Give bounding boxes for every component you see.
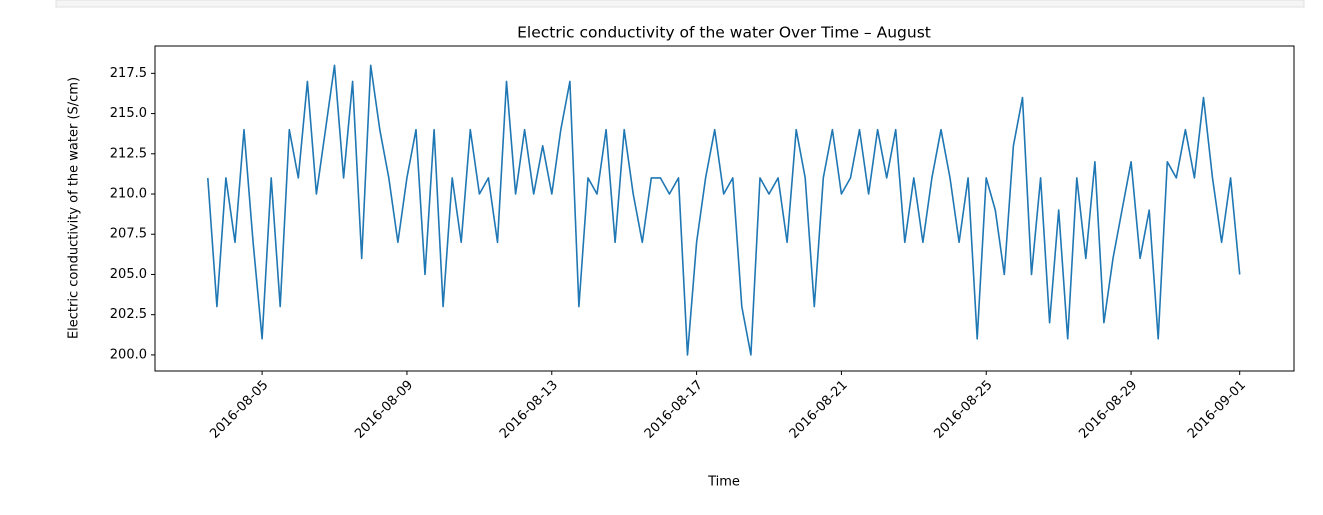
x-tick-label: 2016-09-01 [1185, 378, 1249, 442]
x-tick-label: 2016-08-29 [1076, 378, 1140, 442]
line-series [207, 64, 1241, 356]
y-tick-label: 205.0 [110, 267, 147, 282]
plot-frame [154, 45, 1295, 372]
y-tick-label: 212.5 [110, 146, 147, 161]
y-axis-label: Electric conductivity of the water (S/cm… [67, 77, 82, 339]
x-tick-label: 2016-08-09 [352, 378, 416, 442]
y-tick-label: 202.5 [110, 307, 147, 322]
x-axis-label: Time [707, 475, 740, 490]
y-tick-label: 215.0 [110, 106, 147, 121]
y-tick-label: 217.5 [110, 66, 147, 81]
x-tick-label: 2016-08-25 [932, 378, 996, 442]
x-tick-label: 2016-08-17 [642, 378, 706, 442]
y-tick-label: 207.5 [110, 227, 147, 242]
y-tick-label: 210.0 [110, 187, 147, 202]
notebook-cell-edge [55, 0, 1305, 8]
x-tick-label: 2016-08-13 [497, 378, 561, 442]
x-tick-label: 2016-08-21 [787, 378, 851, 442]
x-tick-label: 2016-08-05 [207, 378, 271, 442]
chart-title: Electric conductivity of the water Over … [517, 24, 931, 42]
y-tick-label: 200.0 [110, 347, 147, 362]
